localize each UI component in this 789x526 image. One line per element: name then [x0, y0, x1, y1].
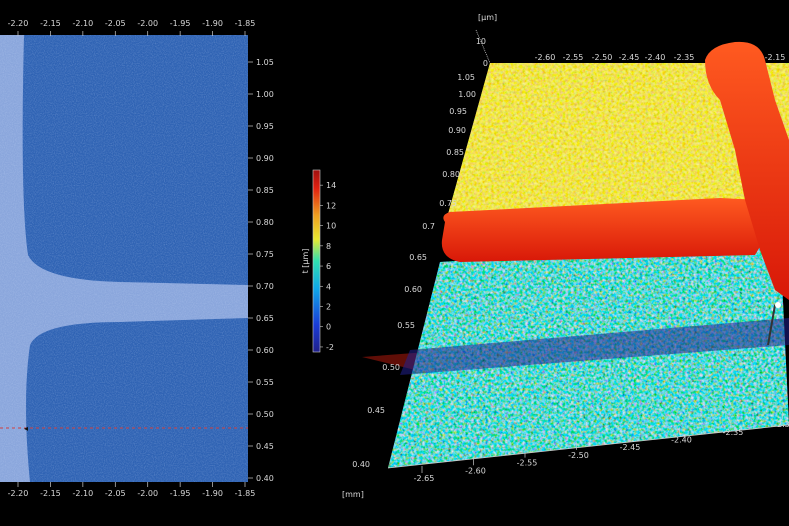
x-tick-label-bottom: -1.90	[202, 489, 223, 498]
colorbar-tick-label: 8	[326, 242, 331, 251]
colorbar-tick-label: 4	[326, 282, 331, 291]
x-tick-label-top: -2.20	[8, 19, 29, 28]
y-tick-label: 1.05	[256, 58, 274, 67]
y-tick-label: 0.70	[256, 282, 274, 291]
colorbar-label: t [μm]	[301, 249, 310, 274]
colorbar-tick-label: 10	[326, 222, 336, 231]
map-2d-axes: -2.20 -2.20 -2.15 -2.15 -2.10 -2.10 -2.05 -2.05…	[8, 19, 274, 498]
colorbar-tick-label: 12	[326, 201, 336, 210]
side-y-tick-label: 0.85	[446, 148, 464, 157]
back-x-tick-label: -2.50	[592, 53, 613, 62]
front-x-tick-label: -2.55	[517, 459, 538, 468]
side-y-tick-label: 1.05	[457, 73, 475, 82]
back-x-tick-label: -2.55	[563, 53, 584, 62]
front-x-tick-label: -2.60	[465, 466, 486, 475]
x-tick-label-top: -1.90	[202, 19, 223, 28]
side-y-tick-label: 0.7	[422, 222, 435, 231]
y-tick-label: 0.60	[256, 346, 274, 355]
side-y-tick-label: 0.75	[439, 199, 457, 208]
side-y-tick-label: 0.50	[382, 363, 400, 372]
front-x-tick-label: -2.30	[774, 420, 789, 429]
y-tick-label: 0.50	[256, 410, 274, 419]
colorbar-tick-label: 6	[326, 262, 331, 271]
front-x-tick-label: -2.65	[414, 474, 435, 483]
front-x-tick-label: -2.35	[723, 428, 744, 437]
horizontal-ridge	[441, 198, 770, 262]
x-tick-label-bottom: -2.05	[105, 489, 126, 498]
trench-shadow	[400, 318, 789, 375]
x-tick-label-bottom: -2.15	[40, 489, 61, 498]
back-x-tick-label: -2.40	[645, 53, 666, 62]
colorbar	[312, 169, 321, 353]
side-y-tick-label: 1.00	[458, 90, 476, 99]
front-x-tick-label: -2.50	[568, 451, 589, 460]
y-tick-label: 0.90	[256, 154, 274, 163]
front-axis-line	[387, 424, 789, 469]
front-x-tick-label: -2.40	[671, 436, 692, 445]
x-tick-label-bottom: -2.10	[73, 489, 94, 498]
x-tick-label-top: -1.95	[170, 19, 191, 28]
y-tick-label: 0.55	[256, 378, 274, 387]
z-unit-label: [μm]	[478, 13, 497, 22]
x-tick-label-top: -2.00	[137, 19, 158, 28]
back-x-tick-label: -2.15	[765, 53, 786, 62]
front-x-tick-label: -2.45	[620, 443, 641, 452]
colorbar-tick-label: 14	[326, 181, 336, 190]
vertical-ridge	[705, 41, 789, 301]
colorbar-tick-label: 0	[326, 323, 331, 332]
y-tick-label: 0.75	[256, 250, 274, 259]
back-x-tick-label: -2.60	[535, 53, 556, 62]
side-y-tick-label: 0.65	[409, 253, 427, 262]
colorbar-tick-label: 2	[326, 303, 331, 312]
back-x-tick-label: -2.35	[674, 53, 695, 62]
x-tick-label-top: -2.10	[73, 19, 94, 28]
y-tick-label: 1.00	[256, 90, 274, 99]
side-y-tick-label: 0.40	[352, 460, 370, 469]
side-y-tick-label: 0.45	[367, 406, 385, 415]
probe-marker-dot	[775, 302, 781, 308]
colorbar-tick-label: -2	[326, 343, 334, 352]
y-tick-label: 0.45	[256, 442, 274, 451]
y-tick-label: 0.80	[256, 218, 274, 227]
colorbar-axis: 14 12 10 8 6 4 2 0 -2	[320, 181, 336, 352]
x-tick-label-bottom: -2.00	[137, 489, 158, 498]
y-tick-label: 0.95	[256, 122, 274, 131]
x-tick-label-top: -1.85	[235, 19, 256, 28]
probe-marker	[767, 304, 776, 346]
side-y-tick-label: 0.90	[448, 126, 466, 135]
x-tick-label-top: -2.15	[40, 19, 61, 28]
y-tick-label: 0.85	[256, 186, 274, 195]
side-y-tick-label: 0.95	[449, 107, 467, 116]
x-tick-label-bottom: -2.20	[8, 489, 29, 498]
x-tick-label-bottom: -1.85	[235, 489, 256, 498]
surface-3d-axes: -2.65 -2.60 -2.55 -2.50 -2.45 -2.40 -2.35 -2.30…	[352, 37, 789, 483]
z-tick-label: 0	[483, 59, 488, 68]
surface-3d	[362, 29, 789, 469]
side-y-tick-label: 0.80	[442, 170, 460, 179]
y-tick-label: 0.65	[256, 314, 274, 323]
x-tick-label-bottom: -1.95	[170, 489, 191, 498]
profile-cursor-icon[interactable]: ◂	[24, 424, 28, 433]
side-y-tick-label: 0.55	[397, 321, 415, 330]
x-tick-label-top: -2.05	[105, 19, 126, 28]
z-tick-label: 10	[476, 37, 486, 46]
map-2d: ◂	[0, 35, 248, 482]
side-y-tick-label: 0.60	[404, 285, 422, 294]
map-noise	[0, 35, 248, 482]
y-tick-label: 0.40	[256, 474, 274, 483]
back-x-tick-label: -2.45	[619, 53, 640, 62]
xy-unit-label: [mm]	[342, 490, 364, 499]
